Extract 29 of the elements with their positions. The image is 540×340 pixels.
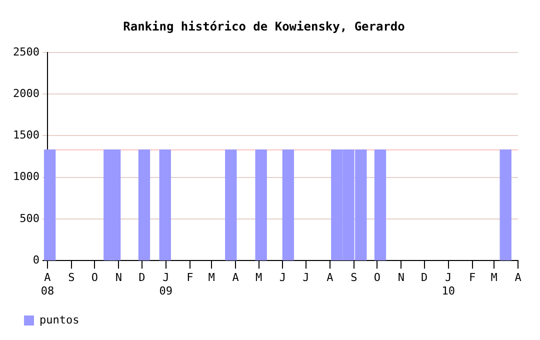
x-tick-label: F xyxy=(186,271,194,284)
y-tick-label: 1500 xyxy=(12,128,40,142)
chart-title: Ranking histórico de Kowiensky, Gerardo xyxy=(123,19,405,34)
x-tick-label: J 09 xyxy=(159,271,173,298)
y-tick-label: 1000 xyxy=(12,170,40,184)
y-tick-label: 2500 xyxy=(12,45,40,58)
x-tick-label: S xyxy=(68,271,75,284)
x-tick-label: F xyxy=(469,271,476,284)
x-tick-label: D xyxy=(138,271,146,284)
y-tick-label: 0 xyxy=(32,253,40,266)
x-tick-label: J xyxy=(279,271,286,284)
x-tick-label: N xyxy=(115,271,122,284)
x-tick-label: N xyxy=(398,271,404,284)
x-tick-label: D xyxy=(421,271,428,284)
x-tick-label: A xyxy=(232,271,240,284)
x-tick-label: A xyxy=(326,271,334,284)
x-tick-label: S xyxy=(350,271,358,284)
x-tick-label: A 08 xyxy=(40,271,54,298)
x-tick-label: M xyxy=(208,271,216,284)
x-tick-label: J 10 xyxy=(442,271,455,298)
y-tick-label: 2000 xyxy=(12,86,40,100)
x-tick-label: M xyxy=(255,271,262,284)
x-tick-label: O xyxy=(91,271,98,284)
x-tick-label: O xyxy=(374,271,380,284)
legend-label: puntos xyxy=(40,313,80,326)
y-tick-label: 500 xyxy=(20,212,40,225)
x-tick-label: J xyxy=(302,271,310,284)
x-tick-label: A xyxy=(514,271,522,284)
x-tick-label: M xyxy=(490,271,498,284)
